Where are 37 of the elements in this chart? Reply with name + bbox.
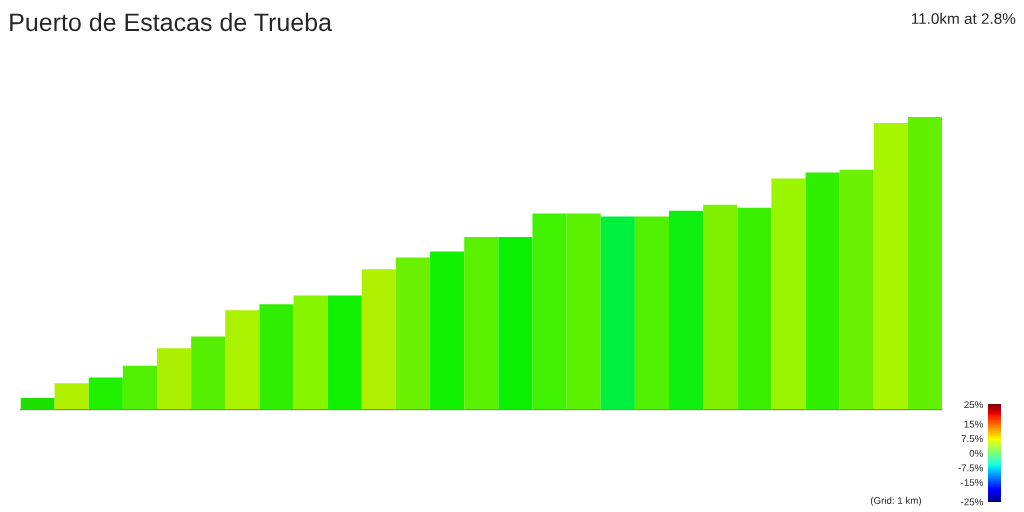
bar: [737, 207, 772, 410]
color-bar-label: 25%: [964, 401, 983, 409]
bar: [839, 169, 874, 410]
bar: [191, 336, 226, 410]
bar: [703, 204, 738, 410]
bar: [634, 216, 670, 410]
color-bar-label: 15%: [964, 420, 983, 428]
bar: [157, 348, 192, 410]
bar: [532, 213, 567, 410]
bar: [498, 236, 533, 410]
bar: [54, 383, 89, 410]
bar: [122, 365, 158, 410]
bar: [327, 295, 362, 410]
bar: [669, 210, 704, 410]
bar: [361, 269, 396, 410]
bar: [907, 117, 943, 410]
bar: [600, 216, 635, 410]
bar: [225, 310, 260, 410]
text: (Grid: 1 km): [870, 496, 921, 506]
chart-title: Puerto de Estacas de Trueba: [10, 12, 333, 32]
color-bar-label: -15%: [961, 479, 983, 486]
bar: [464, 236, 499, 410]
bar: [88, 377, 123, 410]
bar: [771, 178, 806, 410]
bar: [805, 172, 840, 410]
bar: [873, 122, 908, 410]
bar: [20, 397, 55, 410]
bar: [566, 213, 601, 410]
chart-subtitle: 11.0km at 2.8%: [911, 12, 1016, 25]
bar: [259, 304, 294, 410]
bar: [430, 251, 465, 410]
bar: [293, 295, 328, 410]
color-bar-label: 0%: [969, 449, 983, 457]
color-bar-label: 7.5%: [961, 435, 983, 443]
bar: [395, 257, 431, 410]
color-bar-label: -25%: [961, 498, 983, 506]
color-bar-label: -7.5%: [958, 464, 983, 472]
